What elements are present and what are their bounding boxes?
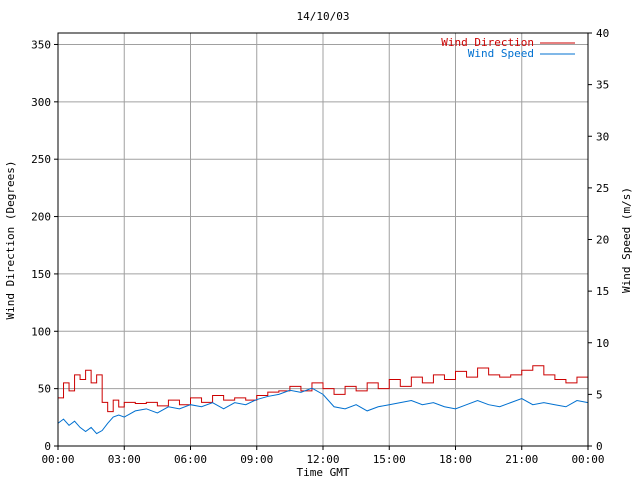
- series-layer: [57, 365, 589, 435]
- chart-title: 14/10/03: [297, 10, 350, 23]
- y-right-tick-label: 15: [596, 285, 609, 298]
- y-left-tick-label: 350: [31, 38, 51, 51]
- x-tick-label: 09:00: [240, 453, 273, 466]
- y-left-tick-label: 0: [44, 440, 51, 453]
- y-right-tick-label: 30: [596, 130, 609, 143]
- x-tick-label: 03:00: [108, 453, 141, 466]
- y-right-tick-label: 20: [596, 234, 609, 247]
- tick-layer: 00:00 03:00 06:00 09:00 12:00 15:00 18:00 21:00…: [31, 27, 609, 466]
- y-left-tick-label: 200: [31, 211, 51, 224]
- x-tick-label: 00:00: [571, 453, 604, 466]
- legend-label-wind-speed: Wind Speed: [468, 47, 534, 60]
- x-tick-label: 21:00: [505, 453, 538, 466]
- x-tick-label: 12:00: [306, 453, 339, 466]
- x-tick-label: 18:00: [439, 453, 472, 466]
- x-tick-label: 15:00: [373, 453, 406, 466]
- series-wind-direction-line: [58, 365, 589, 413]
- y-right-tick-label: 35: [596, 79, 609, 92]
- y-left-tick-label: 100: [31, 325, 51, 338]
- x-tick-label: 06:00: [174, 453, 207, 466]
- legend: Wind Direction Wind Speed: [441, 36, 575, 60]
- series-wind-speed-line: [57, 387, 589, 435]
- y-right-tick-label: 25: [596, 182, 609, 195]
- grid-lines: [58, 33, 588, 446]
- x-axis-label: Time GMT: [297, 466, 350, 479]
- y-right-tick-label: 0: [596, 440, 603, 453]
- y-right-tick-label: 5: [596, 388, 603, 401]
- y-left-tick-label: 300: [31, 96, 51, 109]
- y-left-tick-label: 150: [31, 268, 51, 281]
- y-right-tick-label: 40: [596, 27, 609, 40]
- y-axis-right-label: Wind Speed (m/s): [620, 187, 633, 293]
- y-right-tick-label: 10: [596, 337, 609, 350]
- legend-label-wind-direction: Wind Direction: [441, 36, 534, 49]
- x-tick-label: 00:00: [41, 453, 74, 466]
- y-left-tick-label: 250: [31, 153, 51, 166]
- y-left-tick-label: 50: [38, 383, 51, 396]
- y-axis-left-label: Wind Direction (Degrees): [4, 161, 17, 320]
